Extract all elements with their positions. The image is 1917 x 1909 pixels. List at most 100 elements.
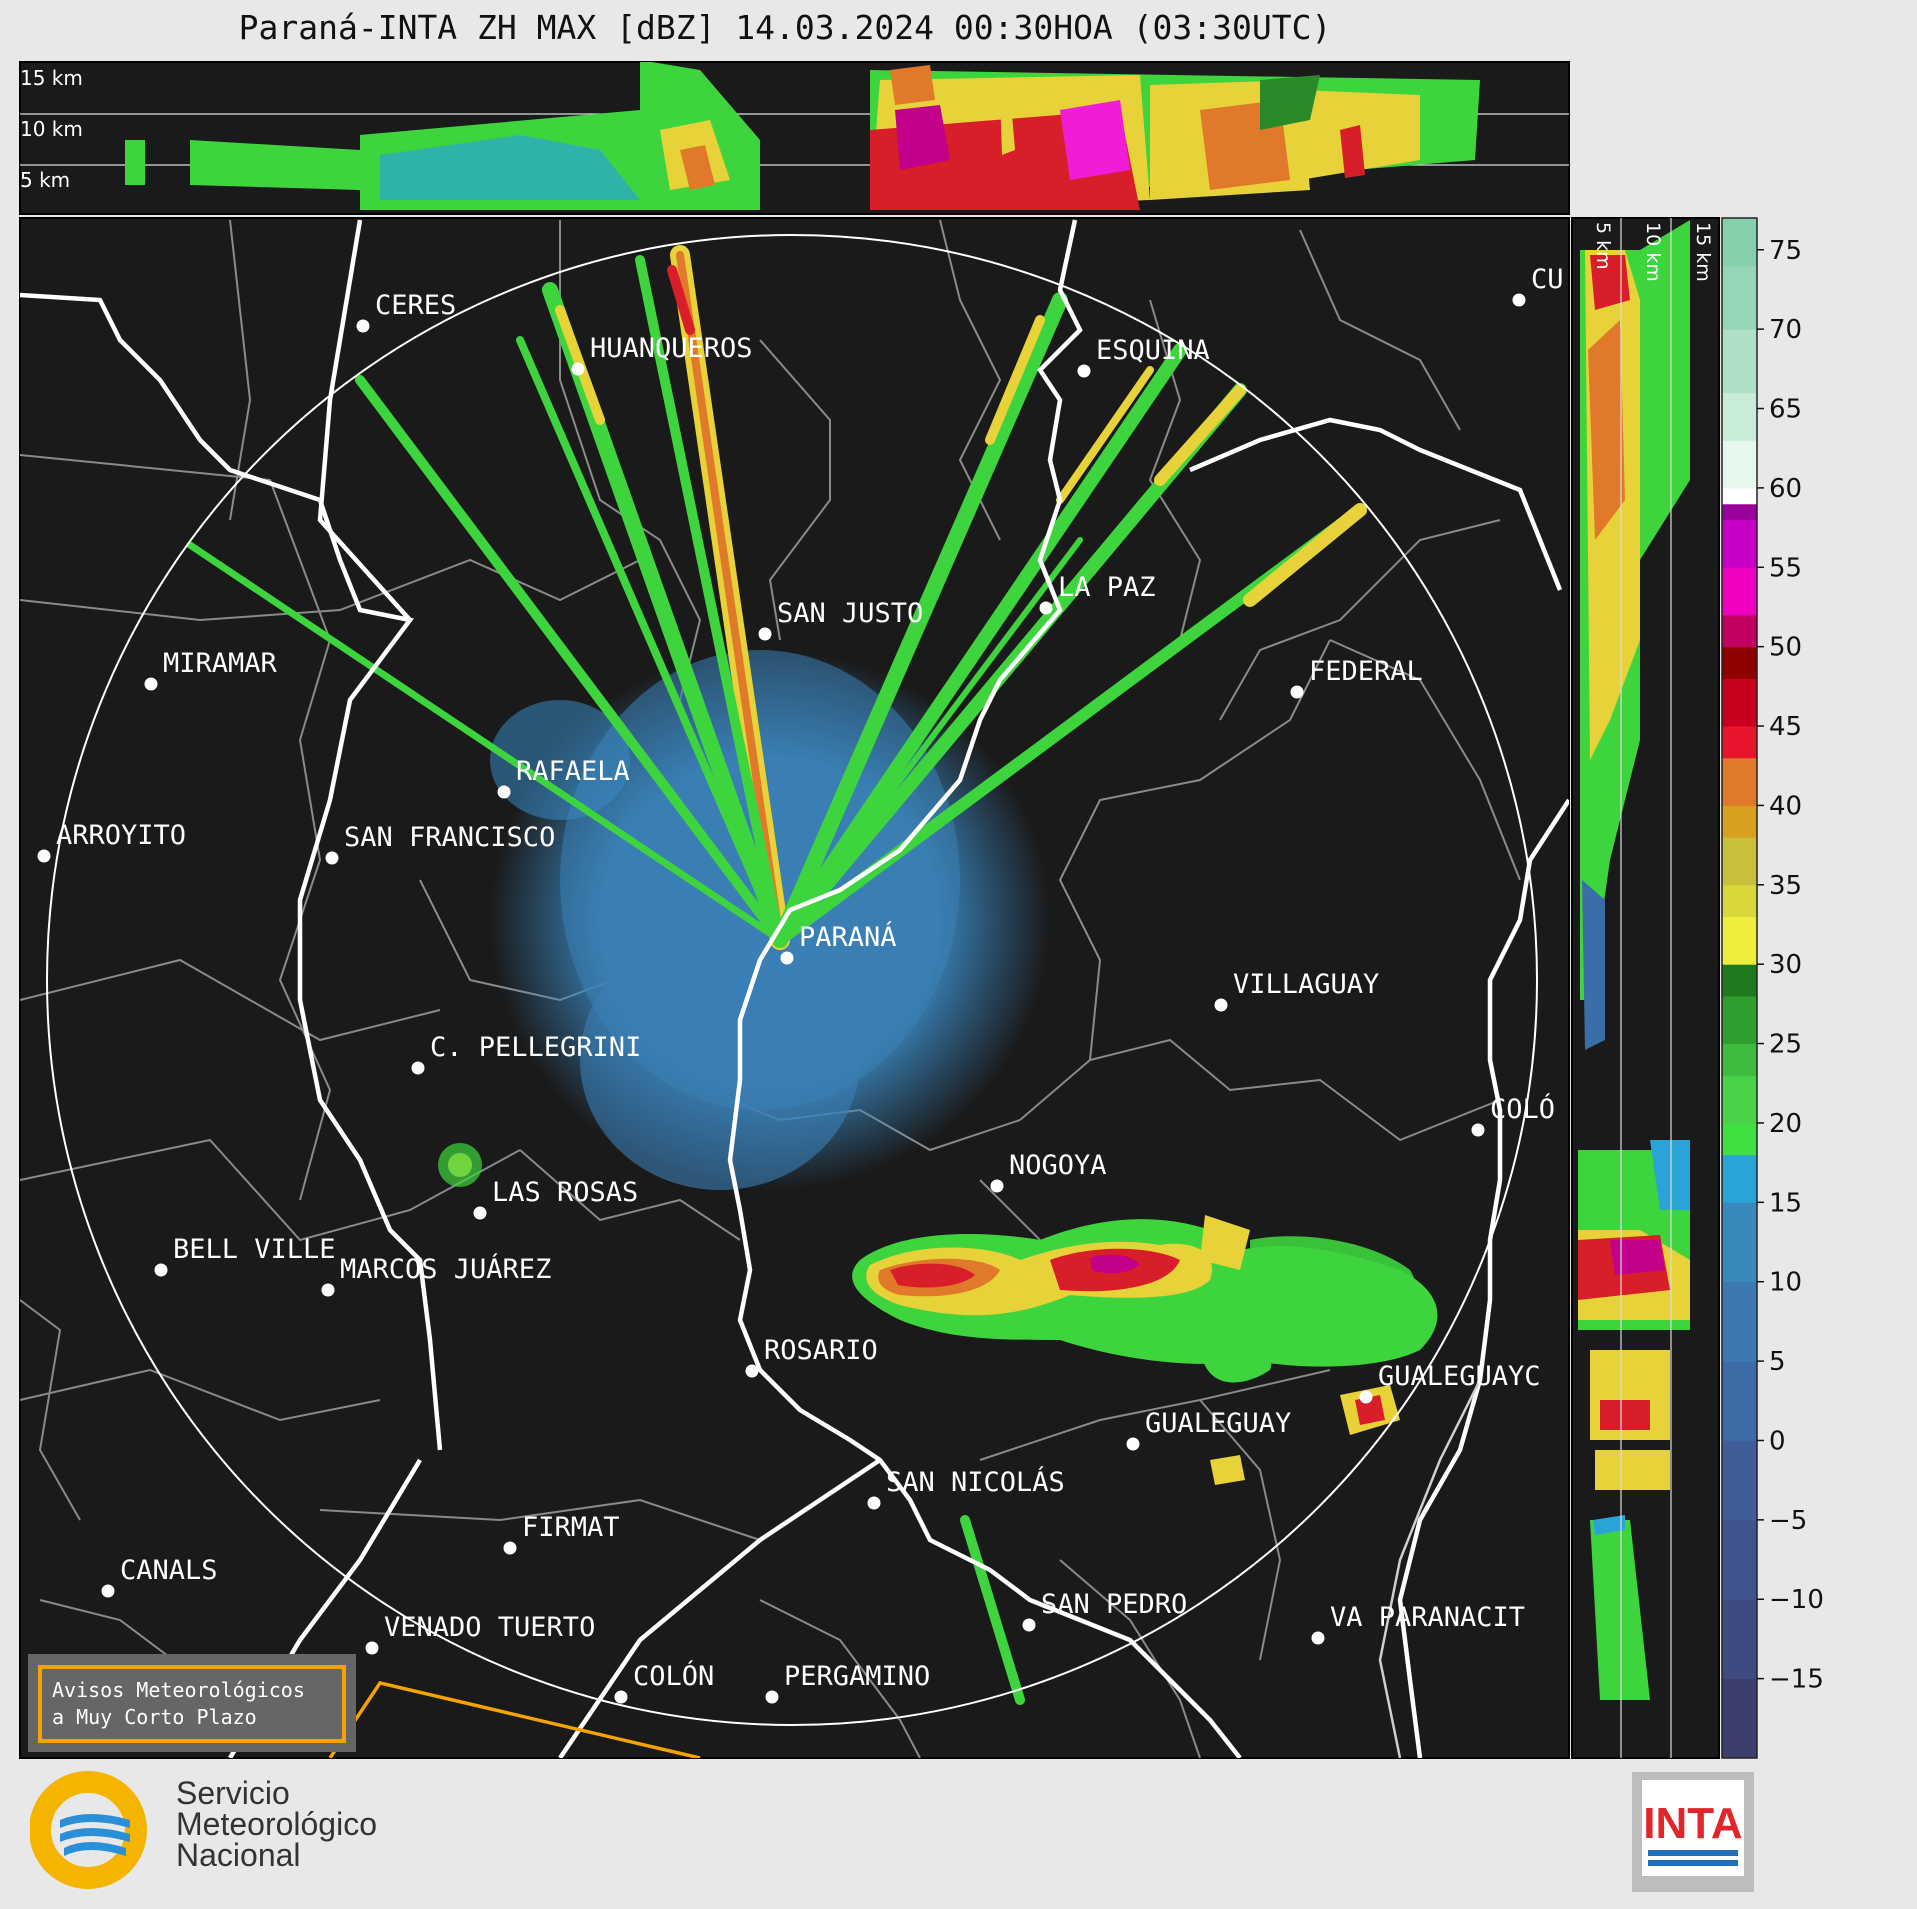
colorbar-band	[1722, 487, 1757, 505]
city-label: VENADO TUERTO	[384, 1612, 595, 1643]
colorbar-band	[1722, 1202, 1757, 1283]
city-label: NOGOYA	[1009, 1150, 1107, 1181]
city-label: ARROYITO	[56, 820, 186, 851]
city-label: COLÓN	[633, 1660, 714, 1692]
colorbar-band	[1722, 1440, 1757, 1521]
city-marker	[365, 1641, 379, 1655]
city-label: BELL VILLE	[173, 1234, 336, 1265]
colorbar-tick-label: −5	[1769, 1506, 1807, 1536]
side-profile-echoes	[1578, 220, 1690, 1700]
inta-logo: INTA	[1630, 1770, 1760, 1895]
smn-line3: Nacional	[176, 1837, 301, 1873]
city-marker	[1290, 685, 1304, 699]
colorbar-band	[1722, 916, 1757, 965]
colorbar-band	[1722, 884, 1757, 918]
city-marker	[1077, 364, 1091, 378]
top-profile-label-10: 10 km	[20, 117, 83, 141]
smn-logo: Servicio Meteorológico Nacional	[30, 1770, 450, 1890]
city-marker	[867, 1496, 881, 1510]
city-marker	[154, 1263, 168, 1277]
colorbar-tick-label: 0	[1769, 1426, 1786, 1456]
colorbar-band	[1722, 1599, 1757, 1680]
city-label: C. PELLEGRINI	[430, 1032, 641, 1063]
city-marker	[411, 1061, 425, 1075]
colorbar-band	[1722, 218, 1757, 267]
city-label: ESQUINA	[1096, 335, 1210, 366]
colorbar-tick-label: 60	[1769, 474, 1802, 504]
side-profile-label-5: 5 km	[1592, 222, 1614, 270]
colorbar-tick-label: 55	[1769, 553, 1802, 583]
smn-line2: Meteorológico	[176, 1806, 377, 1842]
colorbar-band	[1722, 837, 1757, 886]
city-label: MIRAMAR	[163, 648, 278, 679]
colorbar-frame	[1721, 217, 1758, 1759]
colorbar-band	[1722, 757, 1757, 806]
city-marker	[497, 785, 511, 799]
side-profile-label-15: 15 km	[1692, 222, 1714, 282]
city-label: PARANÁ	[799, 921, 897, 953]
smn-name: Servicio Meteorológico Nacional	[176, 1777, 377, 1873]
city-marker	[758, 627, 772, 641]
radar-reflectivity	[186, 245, 1438, 1705]
colorbar-band	[1722, 503, 1757, 521]
city-marker	[1126, 1437, 1140, 1451]
colorbar-band	[1722, 1678, 1757, 1759]
colorbar-band	[1722, 726, 1757, 759]
city-marker	[1359, 1390, 1373, 1404]
colorbar-tick-label: 20	[1769, 1109, 1802, 1139]
city-marker	[144, 677, 158, 691]
city-label: MARCOS JUÁREZ	[340, 1253, 551, 1285]
city-label: HUANQUEROS	[590, 333, 753, 364]
top-profile-echoes	[125, 62, 1480, 210]
colorbar-tick-label: 75	[1769, 236, 1802, 266]
city-label: CANALS	[120, 1555, 218, 1586]
colorbar-band	[1722, 1281, 1757, 1362]
city-marker	[1471, 1123, 1485, 1137]
city-label: COLÓ	[1490, 1093, 1555, 1125]
colorbar-tick-label: 45	[1769, 712, 1802, 742]
colorbar-tick-label: 5	[1769, 1347, 1786, 1377]
colorbar-band	[1722, 440, 1757, 489]
colorbar-tick-label: 10	[1769, 1268, 1802, 1298]
city-label: ROSARIO	[764, 1335, 878, 1366]
colorbar-band	[1722, 614, 1757, 648]
city-label: FEDERAL	[1309, 656, 1423, 687]
colorbar-band	[1722, 392, 1757, 441]
warning-box: Avisos Meteorológicos a Muy Corto Plazo	[28, 1654, 356, 1752]
colorbar-band	[1722, 1361, 1757, 1441]
city-label: SAN FRANCISCO	[344, 822, 555, 853]
map-panel: CERES HUANQUEROS ESQUINA CU SAN JUSTO LA PAZ M…	[19, 217, 1570, 1759]
city-marker	[101, 1584, 115, 1598]
city-label: CU	[1531, 264, 1564, 295]
city-label: LA PAZ	[1058, 572, 1156, 603]
smn-emblem-icon	[30, 1771, 147, 1889]
city-marker	[37, 849, 51, 863]
colorbar-band	[1722, 646, 1757, 679]
colorbar-band	[1722, 1122, 1757, 1156]
city-label: PERGAMINO	[784, 1661, 930, 1692]
colorbar-tick-label: 65	[1769, 395, 1802, 425]
city-label: GUALEGUAY	[1145, 1408, 1291, 1439]
range-ring	[46, 234, 1538, 1726]
colorbar-tick-label: 50	[1769, 633, 1802, 663]
colorbar-tick-label: 70	[1769, 315, 1802, 345]
city-label: RAFAELA	[516, 756, 630, 787]
inta-badge-icon: INTA	[1632, 1772, 1754, 1892]
top-profile-label-5: 5 km	[20, 168, 70, 192]
colorbar-band	[1722, 519, 1757, 568]
colorbar-band	[1722, 329, 1757, 394]
city-marker	[356, 319, 370, 333]
city-label: SAN NICOLÁS	[886, 1466, 1065, 1498]
top-profile-panel: 15 km 10 km 5 km	[19, 61, 1570, 215]
colorbar-band	[1722, 1075, 1757, 1124]
map-title: Paraná-INTA ZH MAX [dBZ] 14.03.2024 00:3…	[238, 8, 1332, 47]
colorbar-band	[1722, 805, 1757, 838]
city-marker	[321, 1283, 335, 1297]
top-profile-label-15: 15 km	[20, 66, 83, 90]
city-marker	[780, 951, 794, 965]
colorbar-tick-label: 30	[1769, 950, 1802, 980]
colorbar-tick-label: 35	[1769, 871, 1802, 901]
warning-box-line1: Avisos Meteorológicos	[52, 1678, 305, 1702]
